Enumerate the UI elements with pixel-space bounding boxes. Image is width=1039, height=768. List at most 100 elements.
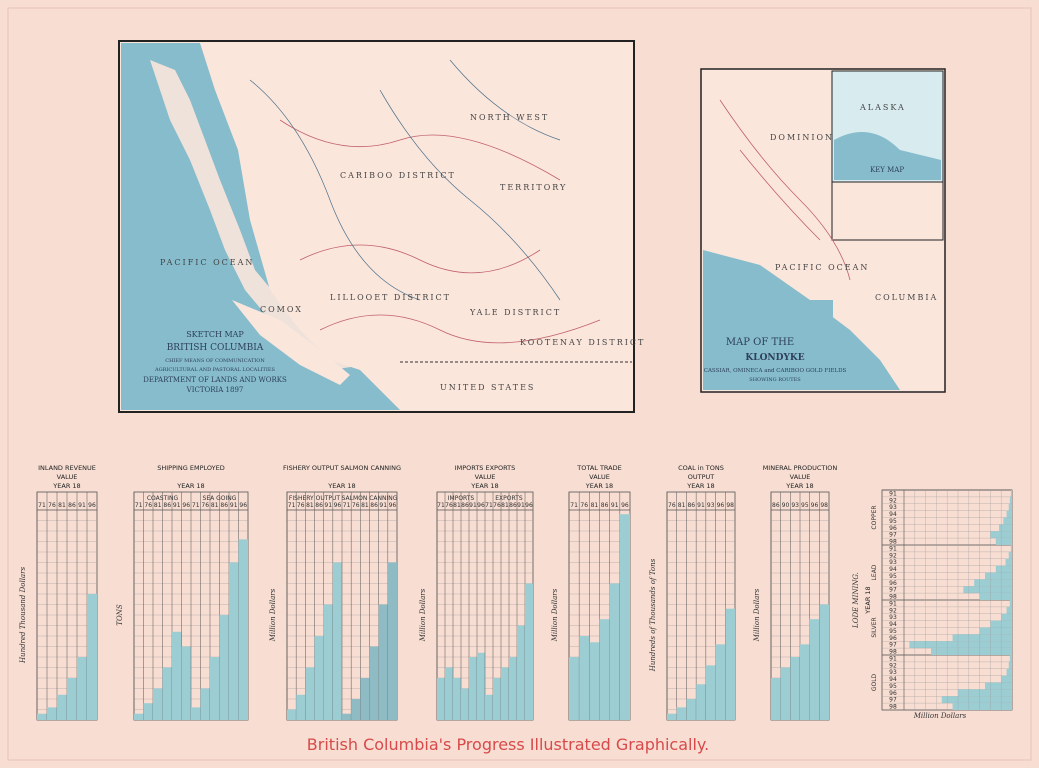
bar xyxy=(1010,490,1012,497)
bar xyxy=(437,678,445,720)
x-tick-label: 71 xyxy=(38,502,46,509)
x-tick-label: 81 xyxy=(211,502,219,509)
year-label: YEAR 18 xyxy=(327,482,355,490)
bar xyxy=(941,696,1012,704)
sea xyxy=(703,300,833,390)
chart-title: IMPORTS EXPORTS xyxy=(455,464,516,472)
bar xyxy=(219,615,229,720)
bar xyxy=(296,694,306,720)
bar xyxy=(715,644,726,720)
bar xyxy=(238,539,248,720)
bar xyxy=(909,641,1012,649)
bar xyxy=(1003,517,1012,525)
y-tick-label: 92 xyxy=(889,662,897,669)
bar xyxy=(985,572,1012,580)
x-tick-label: 91 xyxy=(469,502,477,509)
chart-title: LODE MINING. xyxy=(852,572,860,629)
sea xyxy=(834,132,941,180)
bar xyxy=(1006,606,1012,614)
y-tick-label: 93 xyxy=(889,504,897,511)
y-axis-label: TONS xyxy=(116,604,124,626)
sheet-title: British Columbia's Progress Illustrated … xyxy=(307,735,709,754)
bar xyxy=(453,678,461,720)
x-tick-label: 91 xyxy=(379,502,387,509)
x-tick-label: 90 xyxy=(782,502,790,509)
x-tick-label: 86 xyxy=(68,502,76,509)
y-tick-label: 91 xyxy=(889,490,897,497)
bar xyxy=(1005,558,1012,566)
map-label: NORTH WEST xyxy=(470,113,549,122)
x-tick-label: 81 xyxy=(453,502,461,509)
x-tick-label: 76 xyxy=(580,502,588,509)
map-label: COMOX xyxy=(260,305,303,314)
series-name: SILVER xyxy=(871,617,878,637)
bar xyxy=(599,619,610,720)
x-tick-label: 86 xyxy=(461,502,469,509)
coast xyxy=(150,60,365,370)
bar xyxy=(569,657,580,720)
bar xyxy=(1010,545,1012,552)
bar xyxy=(667,713,677,720)
x-tick-label: 86 xyxy=(601,502,609,509)
x-tick-label: 76 xyxy=(201,502,209,509)
y-tick-label: 95 xyxy=(889,518,897,525)
bar xyxy=(378,604,388,720)
bar xyxy=(87,594,97,720)
x-tick-label: 81 xyxy=(501,502,509,509)
y-tick-label: 91 xyxy=(889,600,897,607)
bar xyxy=(931,648,1012,655)
bar xyxy=(314,636,324,720)
bar xyxy=(696,684,706,720)
x-tick-label: 71 xyxy=(485,502,493,509)
y-tick-label: 98 xyxy=(889,539,897,546)
y-tick-label: 93 xyxy=(889,669,897,676)
x-tick-label: 98 xyxy=(726,502,734,509)
bar xyxy=(501,667,509,720)
bar xyxy=(210,657,220,720)
map-label: COLUMBIA xyxy=(875,293,938,302)
bar xyxy=(47,707,57,720)
bar xyxy=(1008,503,1012,511)
map-title: MAP OF THE xyxy=(726,337,794,348)
x-tick-label: 76 xyxy=(144,502,152,509)
bar xyxy=(287,709,297,720)
bar xyxy=(143,703,153,720)
year-label: YEAR 18 xyxy=(785,482,813,490)
map-title: VICTORIA 1897 xyxy=(186,386,244,394)
chart-subtitle: VALUE xyxy=(475,473,496,481)
bar xyxy=(191,707,201,720)
x-tick-label: 91 xyxy=(324,502,332,509)
bar xyxy=(809,619,820,720)
bar xyxy=(332,562,342,720)
bar xyxy=(725,608,735,720)
x-tick-label: 81 xyxy=(58,502,66,509)
bar xyxy=(342,713,352,720)
y-tick-label: 95 xyxy=(889,683,897,690)
chart-subtitle: VALUE xyxy=(589,473,610,481)
map-title: KLONDYKE xyxy=(745,353,804,363)
x-tick-label: 98 xyxy=(820,502,828,509)
sketch-map: CARIBOO DISTRICT LILLOOET DISTRICT YALE … xyxy=(118,40,645,413)
bar xyxy=(1008,661,1012,669)
y-tick-label: 92 xyxy=(889,497,897,504)
x-tick-label: 81 xyxy=(591,502,599,509)
y-axis-label: Million Dollars xyxy=(419,588,427,642)
bar xyxy=(134,713,144,720)
bar xyxy=(995,538,1012,545)
map-title: DEPARTMENT OF LANDS AND WORKS xyxy=(143,376,287,384)
map-label: KOOTENAY DISTRICT xyxy=(520,338,645,347)
map-label: PACIFIC OCEAN xyxy=(775,263,869,272)
chart-subtitle: VALUE xyxy=(57,473,78,481)
bar xyxy=(579,636,590,720)
x-axis-label: Million Dollars xyxy=(913,712,967,720)
x-tick-label: 91 xyxy=(78,502,86,509)
bar xyxy=(200,688,210,720)
x-tick-label: 76 xyxy=(668,502,676,509)
y-tick-label: 97 xyxy=(889,697,897,704)
bar xyxy=(525,583,533,720)
bar xyxy=(369,646,379,720)
map-label: YALE DISTRICT xyxy=(469,308,561,317)
x-tick-label: 81 xyxy=(361,502,369,509)
y-tick-label: 96 xyxy=(889,690,897,697)
y-tick-label: 95 xyxy=(889,628,897,635)
